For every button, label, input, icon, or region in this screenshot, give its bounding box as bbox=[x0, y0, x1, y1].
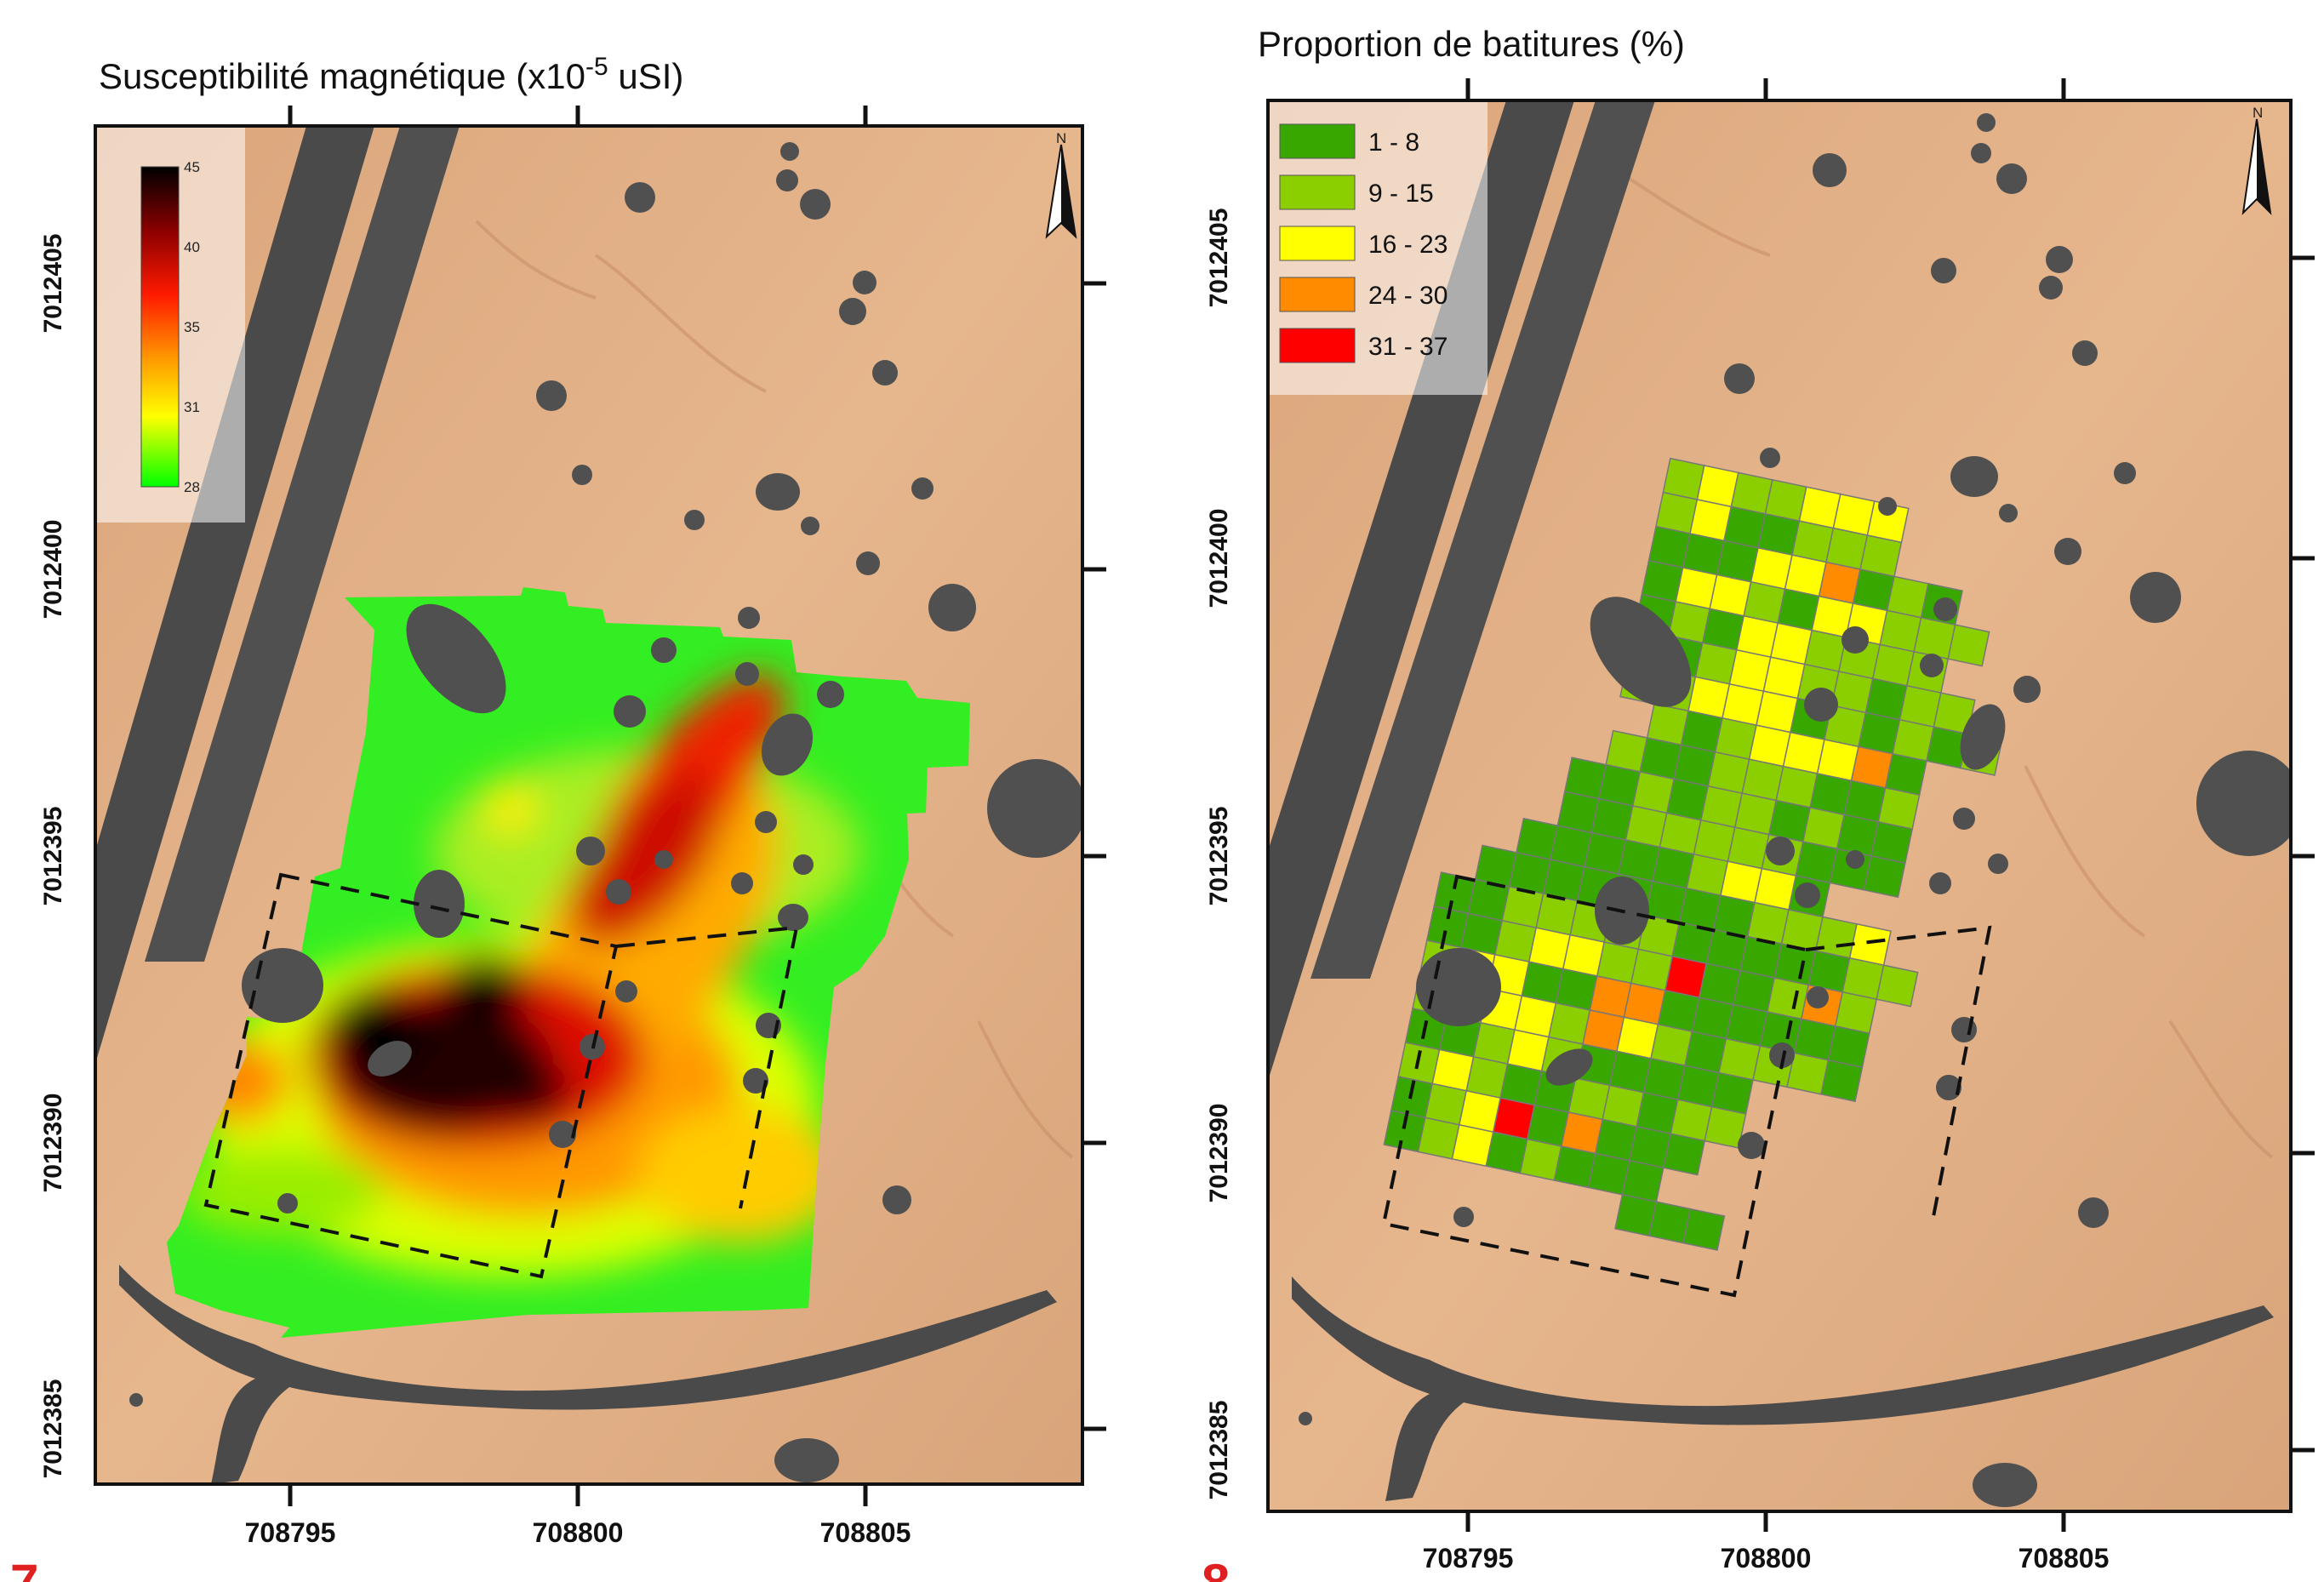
x-tick-label: 708805 bbox=[2019, 1543, 2110, 1573]
x-tick-label: 708795 bbox=[1423, 1543, 1514, 1573]
y-tick-label: 7012400 bbox=[1205, 509, 1233, 608]
y-tick-label: 7012385 bbox=[1205, 1401, 1233, 1500]
svg-text:N: N bbox=[2253, 105, 2263, 121]
legend-label-35: 35 bbox=[184, 319, 200, 335]
legend-swatch bbox=[1279, 174, 1356, 210]
legend-label-31: 31 bbox=[184, 399, 200, 415]
x-tick-label: 708805 bbox=[820, 1517, 911, 1548]
y-tick-label: 7012395 bbox=[39, 807, 67, 906]
map-frame bbox=[94, 124, 1084, 1486]
map-frame bbox=[1266, 99, 2293, 1513]
grid-cell bbox=[1947, 624, 1990, 667]
archaeological-features bbox=[129, 142, 1082, 1482]
grid-cell bbox=[1820, 1059, 1864, 1103]
tick-marks bbox=[1465, 78, 2315, 1532]
y-tick-label: 7012385 bbox=[39, 1379, 67, 1479]
legend-gradient-labels: 45 40 35 31 28 bbox=[184, 159, 200, 495]
ground-crack bbox=[1615, 168, 2274, 1159]
legend-swatch bbox=[1279, 226, 1356, 261]
excavation-outline-east bbox=[615, 925, 799, 1209]
y-tick-label: 7012395 bbox=[1205, 807, 1233, 906]
y-tick-label: 7012405 bbox=[39, 234, 67, 334]
y-tick-label: 7012405 bbox=[1205, 208, 1233, 308]
legend-class-label: 16 - 23 bbox=[1368, 231, 1448, 259]
legend-class-label: 9 - 15 bbox=[1368, 180, 1434, 208]
dark-band-inner bbox=[1310, 100, 1655, 979]
legend-class-label: 31 - 37 bbox=[1368, 333, 1448, 361]
map-title: Proportion de batitures (%) bbox=[1258, 24, 1685, 64]
excavation-outline-east bbox=[1805, 925, 1992, 1226]
linear-feature-bottom bbox=[119, 1265, 1057, 1484]
legend-swatch bbox=[1279, 328, 1356, 363]
map-title: Susceptibilité magnétique (x10-5 uSI) bbox=[99, 53, 683, 96]
x-tick-label: 708800 bbox=[1721, 1543, 1812, 1573]
tick-marks bbox=[288, 106, 1106, 1506]
dark-band-outer bbox=[1268, 100, 1574, 1081]
grid-cell bbox=[1876, 964, 1919, 1008]
grid-cell bbox=[1704, 1105, 1747, 1149]
north-arrow-icon: N bbox=[1045, 130, 1077, 239]
svg-text:N: N bbox=[1056, 130, 1066, 146]
excavation-outline bbox=[1381, 874, 1808, 1298]
grid-cell bbox=[1682, 1208, 1726, 1251]
x-tick-label: 708795 bbox=[245, 1517, 336, 1548]
susceptibility-heatmap bbox=[167, 587, 970, 1338]
panel-letter: 8 bbox=[1202, 1554, 1230, 1582]
legend-swatch bbox=[1279, 277, 1356, 312]
legend-class-label: 1 - 8 bbox=[1368, 129, 1419, 157]
y-tick-label: 7012400 bbox=[39, 520, 67, 620]
panel-letter: 7 bbox=[10, 1554, 38, 1582]
legend-class-label: 24 - 30 bbox=[1368, 282, 1448, 310]
map-panel-susceptibility: 45 40 35 31 28 N Susceptibilité magnétiq bbox=[10, 53, 1106, 1582]
excavation-outline bbox=[203, 872, 619, 1279]
y-tick-label: 7012390 bbox=[39, 1094, 67, 1193]
legend-label-45: 45 bbox=[184, 159, 200, 175]
legend-swatch bbox=[1279, 123, 1356, 159]
linear-feature-bottom bbox=[1292, 1276, 2274, 1501]
dark-band-inner bbox=[145, 126, 460, 962]
grid-cell bbox=[1863, 854, 1906, 899]
dark-band-outer bbox=[95, 126, 374, 1064]
x-tick-label: 708800 bbox=[533, 1517, 624, 1548]
legend-label-28: 28 bbox=[184, 479, 200, 495]
grid-cell bbox=[1662, 1133, 1706, 1176]
batitures-grid bbox=[1383, 457, 2003, 1251]
map-panel-batitures: 1 - 8 9 - 15 16 - 23 24 - 30 31 - 37 N bbox=[1202, 24, 2315, 1582]
legend-gradient-bar bbox=[140, 166, 180, 488]
legend-classes: 1 - 8 9 - 15 16 - 23 24 - 30 31 - 37 bbox=[1279, 123, 1448, 363]
y-tick-label: 7012390 bbox=[1205, 1104, 1233, 1203]
north-arrow-icon: N bbox=[2241, 105, 2272, 215]
legend-label-40: 40 bbox=[184, 239, 200, 255]
